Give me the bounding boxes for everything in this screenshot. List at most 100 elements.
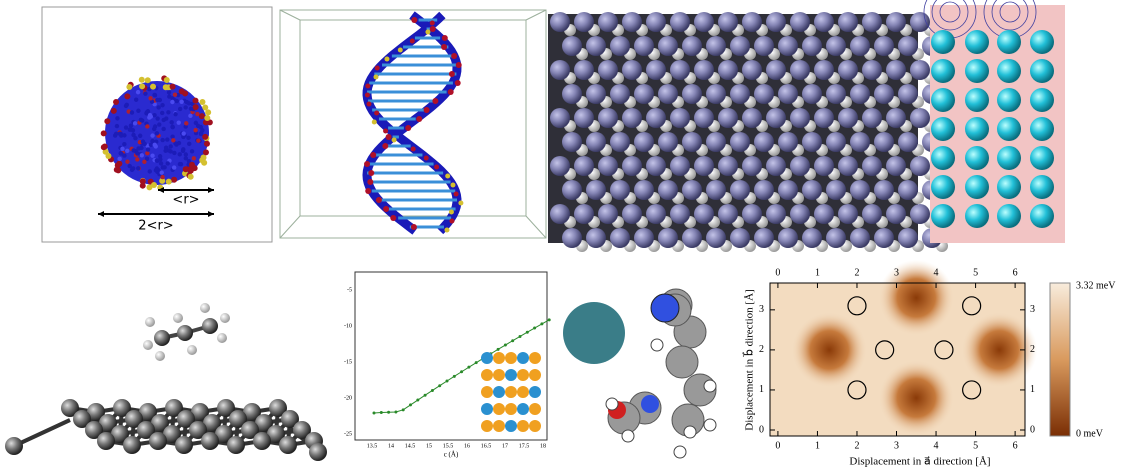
atom: [115, 124, 119, 128]
atom: [931, 88, 955, 112]
atom: [456, 62, 462, 68]
n-atom: [778, 132, 798, 152]
atom: [170, 125, 174, 129]
atom: [189, 162, 195, 168]
h-atom: [622, 430, 634, 442]
n-atom: [694, 156, 714, 176]
n-atom: [874, 180, 894, 200]
n-atom: [730, 84, 750, 104]
n-atom: [634, 228, 654, 248]
atom: [398, 48, 403, 53]
n-atom: [550, 60, 570, 80]
inset-atom: [505, 386, 517, 398]
n-atom: [610, 36, 630, 56]
atom: [455, 80, 461, 86]
c-atom: [279, 436, 297, 454]
atom: [139, 77, 145, 83]
atom: [997, 88, 1021, 112]
n-atom: [658, 84, 678, 104]
atom: [364, 161, 370, 167]
colorbar: [1050, 283, 1070, 436]
n-atom: [610, 228, 630, 248]
n-atom: [886, 12, 906, 32]
x-tick-label: 3: [894, 267, 899, 278]
atom: [965, 59, 989, 83]
n-atom: [838, 108, 858, 128]
atom: [367, 179, 373, 185]
atom: [410, 39, 415, 44]
n-atom: [682, 84, 702, 104]
energy-well: [878, 360, 954, 436]
n-atom: [742, 12, 762, 32]
atom: [997, 204, 1021, 228]
atom: [145, 124, 149, 128]
atom: [188, 174, 194, 180]
n-atom: [742, 204, 762, 224]
x-tick-label: 5: [973, 267, 978, 278]
n-atom: [550, 156, 570, 176]
n-atom: [610, 180, 630, 200]
atom: [178, 152, 182, 156]
n-atom: [586, 228, 606, 248]
h-atom: [145, 317, 155, 327]
n-atom: [802, 36, 822, 56]
n-atom: [766, 156, 786, 176]
h-atom: [173, 313, 183, 323]
atom: [1030, 175, 1054, 199]
atom: [183, 166, 189, 172]
atom: [424, 156, 429, 161]
atom: [411, 224, 417, 230]
atom: [167, 90, 171, 94]
n-atom: [706, 84, 726, 104]
x-tick-label: 3: [894, 440, 899, 451]
c-atom: [253, 432, 271, 450]
n-atom: [586, 132, 606, 152]
atom: [165, 137, 169, 141]
x-tick-label: 13.5: [367, 443, 378, 449]
x-tick-label: 2: [854, 267, 859, 278]
n-atom: [766, 204, 786, 224]
n-atom: [838, 204, 858, 224]
sphere: [563, 302, 625, 364]
atom: [181, 149, 185, 153]
atom: [158, 157, 162, 161]
c-atom: [309, 443, 327, 461]
colorbar-min: 0 meV: [1076, 428, 1104, 439]
atom: [365, 93, 370, 98]
n-atom: [826, 228, 846, 248]
inset-atom: [517, 420, 529, 432]
atom: [188, 168, 194, 174]
n-atom: [826, 180, 846, 200]
n-atom: [622, 204, 642, 224]
atom: [131, 128, 135, 132]
n-atom: [706, 228, 726, 248]
inset-atom: [529, 369, 541, 381]
n-atom: [562, 36, 582, 56]
atom: [187, 101, 191, 105]
atom: [102, 144, 108, 150]
n-atom: [886, 156, 906, 176]
atom: [997, 59, 1021, 83]
n-atom: [646, 204, 666, 224]
atom: [170, 135, 174, 139]
atom: [199, 99, 205, 105]
atom: [430, 26, 436, 32]
atom: [151, 182, 157, 188]
atom: [145, 77, 151, 83]
h-atom: [187, 345, 197, 355]
atom: [192, 156, 196, 160]
atom: [997, 117, 1021, 141]
atom: [442, 35, 448, 41]
atom: [122, 142, 126, 146]
c-atom: [202, 318, 218, 334]
x-tick-label: 15.5: [443, 443, 454, 449]
n-atom: [670, 60, 690, 80]
n-atom: [682, 228, 702, 248]
x-tick-label: 6: [1013, 267, 1018, 278]
y-tick-label: 3: [1030, 304, 1035, 315]
n-atom: [814, 60, 834, 80]
atom: [115, 167, 121, 173]
inset-atom: [505, 420, 517, 432]
atom: [148, 169, 152, 173]
atom: [365, 84, 370, 89]
